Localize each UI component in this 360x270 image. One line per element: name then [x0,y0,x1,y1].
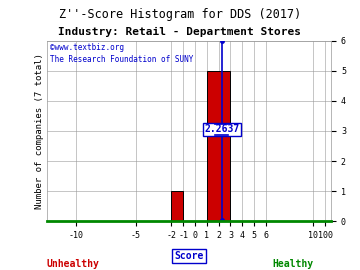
Text: Healthy: Healthy [272,259,313,269]
Text: Industry: Retail - Department Stores: Industry: Retail - Department Stores [58,27,302,37]
Text: The Research Foundation of SUNY: The Research Foundation of SUNY [50,55,193,64]
Text: 2.2637: 2.2637 [204,124,239,134]
Text: Z''-Score Histogram for DDS (2017): Z''-Score Histogram for DDS (2017) [59,8,301,21]
Text: ©www.textbiz.org: ©www.textbiz.org [50,43,123,52]
X-axis label: Score: Score [174,251,204,261]
Bar [171,191,183,221]
Bar [207,71,230,221]
Y-axis label: Number of companies (7 total): Number of companies (7 total) [35,53,44,209]
Text: Unhealthy: Unhealthy [47,259,100,269]
